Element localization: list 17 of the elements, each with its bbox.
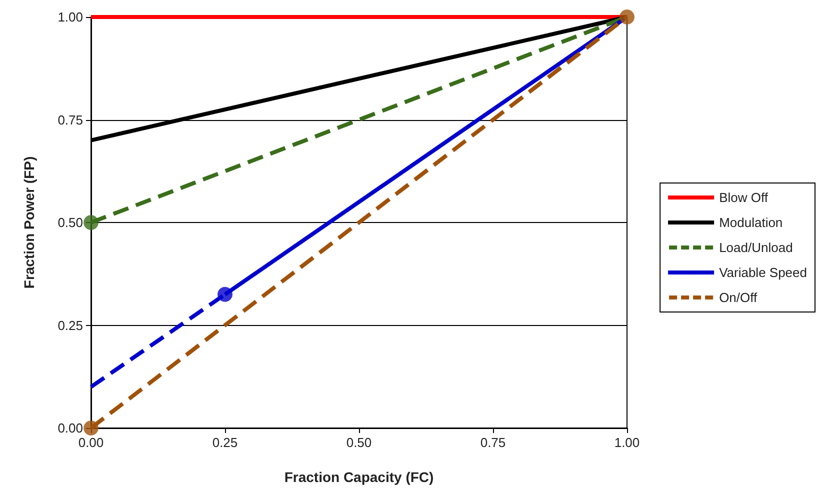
x-tick-label: 0.00 xyxy=(78,435,104,450)
x-tick-label: 1.00 xyxy=(614,435,640,450)
x-tick-label: 0.75 xyxy=(480,435,506,450)
x-axis-title: Fraction Capacity (FC) xyxy=(284,469,434,485)
legend-label: Variable Speed xyxy=(719,265,808,280)
y-axis-title: Fraction Power (FP) xyxy=(21,156,37,289)
legend-label: Load/Unload xyxy=(719,240,793,255)
x-tick-label: 0.50 xyxy=(346,435,372,450)
legend-label: Blow Off xyxy=(719,190,768,205)
y-tick-label: 0.00 xyxy=(58,420,83,436)
x-tick-label: 0.25 xyxy=(212,435,238,450)
legend-label: Modulation xyxy=(719,215,783,230)
y-tick-label: 0.25 xyxy=(58,318,83,333)
y-tick-label: 1.00 xyxy=(58,10,83,24)
y-tick-label: 0.75 xyxy=(58,112,83,128)
legend-label: On/Off xyxy=(719,290,758,305)
y-tick-label: 0.50 xyxy=(58,215,83,230)
